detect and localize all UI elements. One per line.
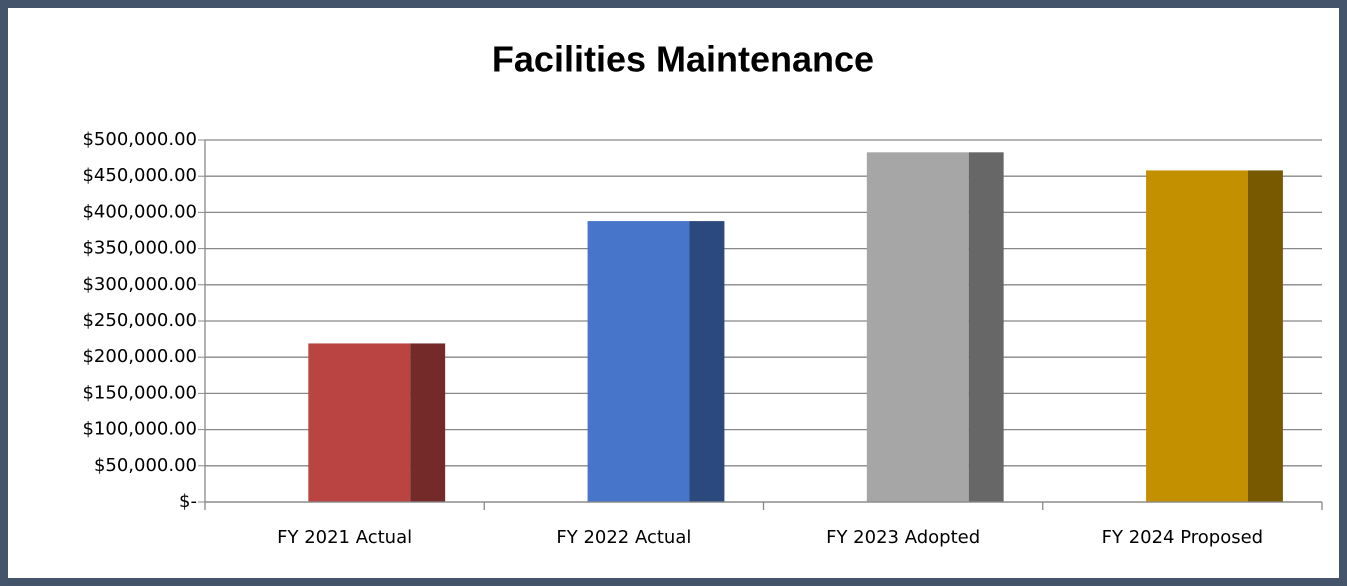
x-tick-label: FY 2024 Proposed: [1102, 527, 1263, 548]
bar-side: [689, 221, 725, 502]
bar-side: [968, 152, 1004, 503]
y-tick-label: $350,000.00: [82, 238, 197, 259]
y-tick-label: $250,000.00: [82, 310, 197, 331]
x-tick-label: FY 2022 Actual: [556, 527, 691, 548]
y-tick-label: $450,000.00: [82, 165, 197, 186]
x-tick-label: FY 2023 Adopted: [826, 527, 980, 548]
y-tick-label: $100,000.00: [82, 419, 197, 440]
y-tick-label: $500,000.00: [82, 129, 197, 150]
bar-side: [1247, 170, 1283, 502]
bar-side: [410, 343, 446, 502]
chart-title: Facilities Maintenance: [492, 39, 874, 80]
y-tick-label: $200,000.00: [82, 346, 197, 367]
y-tick-label: $50,000.00: [94, 455, 197, 476]
y-tick-label: $150,000.00: [82, 382, 197, 403]
y-tick-label: $400,000.00: [82, 201, 197, 222]
y-tick-label: $-: [179, 491, 197, 512]
y-tick-label: $300,000.00: [82, 274, 197, 295]
bar-front: [587, 221, 690, 502]
bar-front: [308, 343, 411, 502]
x-tick-label: FY 2021 Actual: [277, 527, 412, 548]
bar-front: [866, 152, 969, 503]
bar-front: [1146, 170, 1248, 502]
